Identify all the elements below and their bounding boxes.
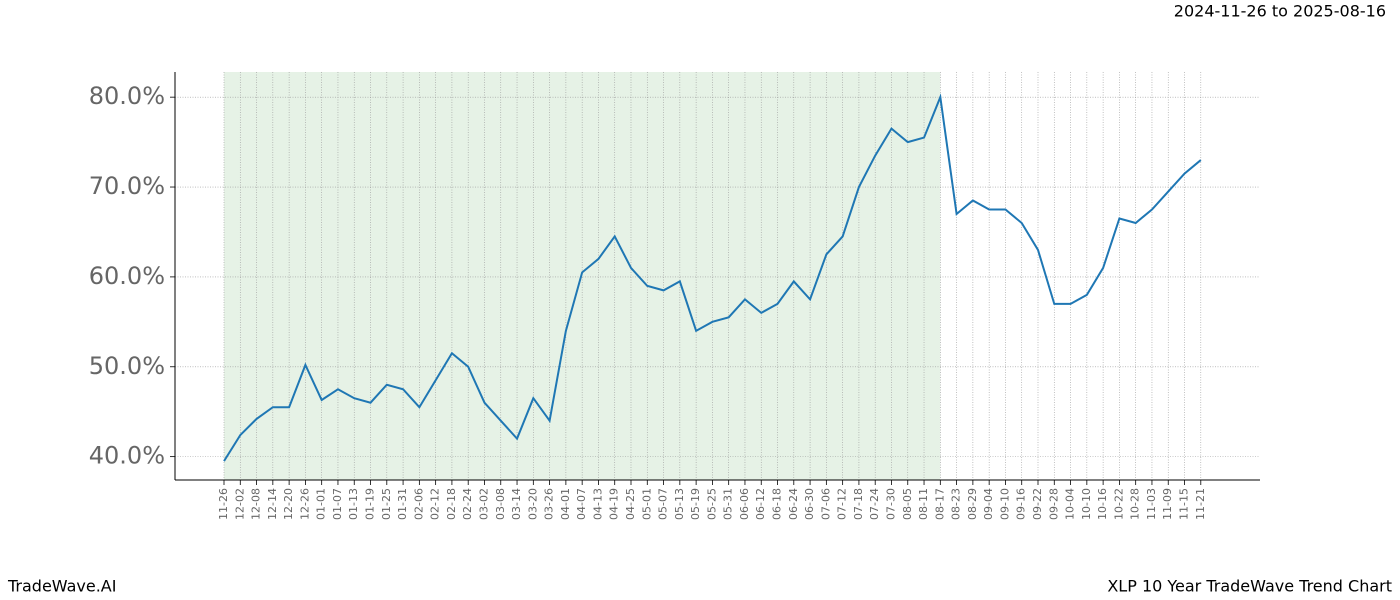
x-tick-label: 03-14 [510, 488, 523, 520]
x-tick-label: 03-02 [477, 488, 490, 520]
x-tick-label: 10-22 [1112, 488, 1125, 520]
x-tick-label: 01-31 [396, 488, 409, 520]
x-tick-label: 02-24 [461, 488, 474, 520]
trend-line [223, 93, 1202, 462]
x-tick-label: 07-12 [836, 488, 849, 520]
x-tick-label: 10-10 [1080, 488, 1093, 520]
x-tick-label: 09-04 [982, 488, 995, 520]
x-tick-label: 11-15 [1178, 488, 1191, 520]
x-tick-label: 02-06 [412, 488, 425, 520]
y-tick-label: 50.0% [89, 352, 165, 380]
x-tick-label: 04-25 [624, 488, 637, 520]
x-tick-label: 01-19 [364, 488, 377, 520]
x-tick-label: 12-08 [250, 488, 263, 520]
x-tick-label: 06-06 [738, 488, 751, 520]
date-range: 2024-11-26 to 2025-08-16 [1174, 2, 1386, 21]
x-tick-label: 09-22 [1031, 488, 1044, 520]
y-tick-label: 70.0% [89, 172, 165, 200]
x-tick-label: 01-07 [331, 488, 344, 520]
x-tick-label: 11-21 [1194, 488, 1207, 520]
x-tick-label: 01-25 [380, 488, 393, 520]
x-tick-label: 02-18 [445, 488, 458, 520]
x-tick-label: 05-19 [689, 488, 702, 520]
x-tick-label: 01-01 [315, 488, 328, 520]
x-tick-label: 01-13 [347, 488, 360, 520]
x-tick-label: 12-02 [233, 488, 246, 520]
x-tick-label: 07-06 [819, 488, 832, 520]
x-tick-label: 03-20 [526, 488, 539, 520]
y-tick-label: 40.0% [89, 442, 165, 470]
x-tick-label: 11-26 [217, 488, 230, 520]
x-tick-label: 08-11 [917, 488, 930, 520]
x-tick-label: 05-01 [640, 488, 653, 520]
x-tick-label: 05-07 [657, 488, 670, 520]
x-tick-label: 09-10 [998, 488, 1011, 520]
x-tick-label: 02-12 [429, 488, 442, 520]
x-tick-label: 12-20 [282, 488, 295, 520]
x-tick-label: 11-03 [1145, 488, 1158, 520]
x-tick-label: 11-09 [1161, 488, 1174, 520]
x-tick-label: 04-13 [591, 488, 604, 520]
x-tick-label: 12-14 [266, 488, 279, 520]
x-tick-label: 09-28 [1047, 488, 1060, 520]
x-tick-label: 09-16 [1015, 488, 1028, 520]
x-tick-label: 07-30 [884, 488, 897, 520]
x-tick-label: 05-13 [673, 488, 686, 520]
x-tick-label: 06-24 [787, 488, 800, 520]
x-tick-label: 10-28 [1129, 488, 1142, 520]
x-tick-label: 10-16 [1096, 488, 1109, 520]
x-tick-label: 04-01 [559, 488, 572, 520]
x-tick-label: 03-26 [543, 488, 556, 520]
x-tick-label: 03-08 [494, 488, 507, 520]
brand: TradeWave.AI [7, 577, 116, 596]
y-tick-label: 60.0% [89, 262, 165, 290]
x-tick-label: 04-07 [575, 488, 588, 520]
x-tick-label: 06-30 [803, 488, 816, 520]
x-tick-label: 08-29 [966, 488, 979, 520]
x-tick-label: 07-24 [868, 488, 881, 520]
x-tick-label: 07-18 [852, 488, 865, 520]
x-tick-label: 08-05 [901, 488, 914, 520]
x-tick-label: 12-26 [298, 488, 311, 520]
x-tick-label: 08-23 [950, 488, 963, 520]
x-tick-label: 05-31 [722, 488, 735, 520]
x-tick-label: 05-25 [705, 488, 718, 520]
x-tick-label: 08-17 [933, 488, 946, 520]
x-tick-label: 10-04 [1064, 488, 1077, 520]
x-tick-label: 06-12 [754, 488, 767, 520]
x-tick-label: 04-19 [608, 488, 621, 520]
y-tick-label: 80.0% [89, 82, 165, 110]
x-tick-label: 06-18 [771, 488, 784, 520]
chart-name: XLP 10 Year TradeWave Trend Chart [1107, 577, 1392, 596]
